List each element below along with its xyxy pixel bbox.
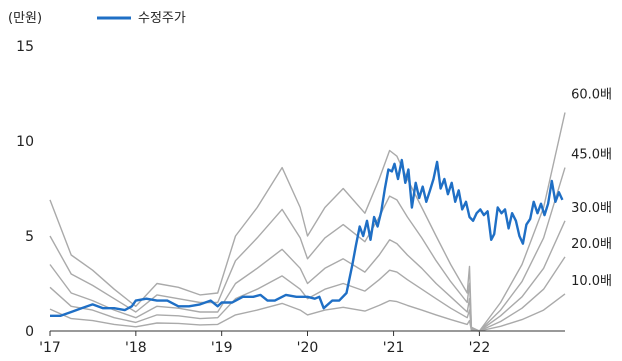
y-tick-label: 0 <box>25 324 34 340</box>
y-tick-label: 10 <box>16 134 34 150</box>
x-tick-label: '22 <box>469 340 491 356</box>
band-label-30.0배: 30.0배 <box>571 201 612 216</box>
band-labels: 60.0배 45.0배 30.0배 20.0배 10.0배 <box>571 88 612 289</box>
price-line <box>50 158 564 317</box>
band-label-45.0배: 45.0배 <box>571 148 612 163</box>
y-axis-ticks: 15 10 5 0 <box>16 39 34 340</box>
x-axis-ticks: '17 '18 '19 '20 '21 '22 <box>39 331 490 356</box>
x-tick-label: '17 <box>39 340 61 356</box>
x-tick-label: '20 <box>297 340 319 356</box>
band-label-60.0배: 60.0배 <box>571 88 612 103</box>
y-tick-label: 15 <box>16 39 34 55</box>
band-label-10.0배: 10.0배 <box>571 274 612 289</box>
y-tick-label: 5 <box>25 229 34 245</box>
per-bands <box>49 112 566 332</box>
y-axis-unit: (만원) <box>8 11 42 26</box>
legend-label-price: 수정주가 <box>138 11 186 26</box>
band-line-45.0배 <box>49 167 566 332</box>
x-tick-label: '21 <box>383 340 405 356</box>
price-series <box>50 158 564 317</box>
band-label-20.0배: 20.0배 <box>571 237 612 252</box>
x-tick-label: '18 <box>125 340 147 356</box>
band-line-10.0배 <box>49 293 566 332</box>
legend: 수정주가 <box>97 11 186 26</box>
x-tick-label: '19 <box>211 340 233 356</box>
